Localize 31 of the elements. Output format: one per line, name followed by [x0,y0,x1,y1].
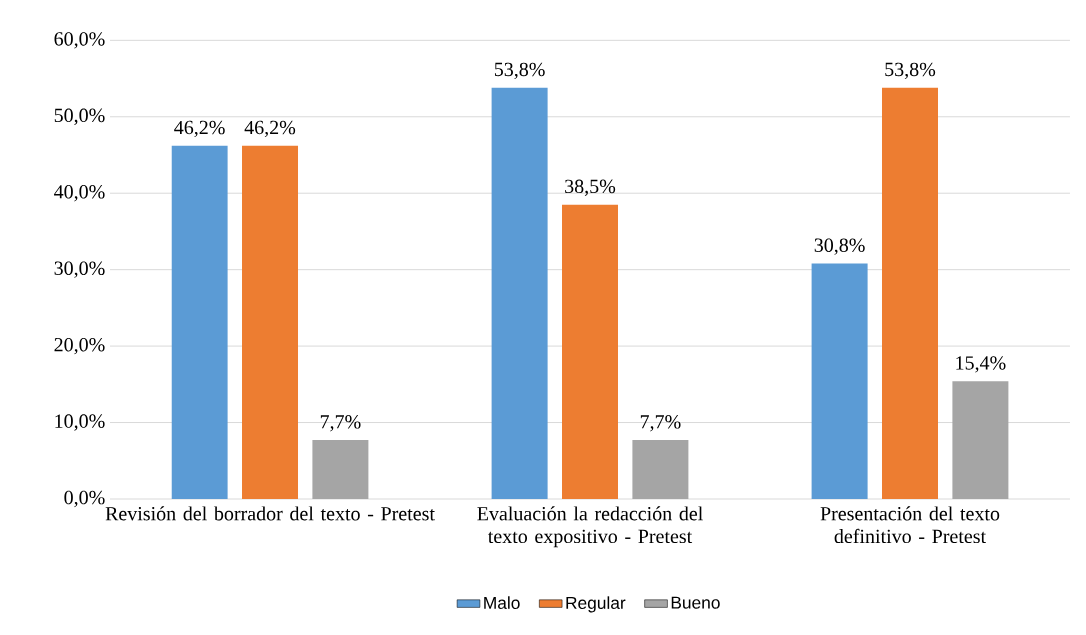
data-label: 53,8% [494,62,545,80]
data-label: 46,2% [244,120,296,138]
data-label: 7,7% [320,415,361,432]
bar [171,145,228,499]
bar [562,204,618,499]
legend-label: Malo [484,596,520,610]
bar [242,145,299,499]
x-tick-label: Evaluación la redacción del texto expositivo - Pretest [477,506,703,548]
data-label: 7,7% [640,415,681,432]
data-label: 53,8% [885,62,936,80]
legend-label: Regular [566,596,626,613]
x-tick-label: Presentación del texto definitivo - Pretest [820,506,1000,544]
y-tick-label: 50,0% [54,108,105,125]
bar [882,87,938,499]
data-label: 38,5% [565,179,616,196]
data-label: 30,8% [814,238,865,255]
x-tick-label: Revisión del borrador del texto - Pretest [105,506,435,521]
y-tick-label: 0,0% [64,490,105,508]
bar [632,440,689,499]
legend-label: Bueno [671,596,720,609]
y-tick-label: 10,0% [55,414,105,431]
bar [952,381,1009,499]
data-label: 46,2% [174,120,225,138]
y-tick-label: 20,0% [54,337,105,355]
y-tick-label: 60,0% [54,32,105,49]
bar [312,440,369,499]
y-tick-label: 30,0% [54,261,105,278]
bar [491,87,548,499]
bar [811,263,868,499]
y-tick-label: 40,0% [54,185,105,202]
data-label: 15,4% [956,356,1006,373]
